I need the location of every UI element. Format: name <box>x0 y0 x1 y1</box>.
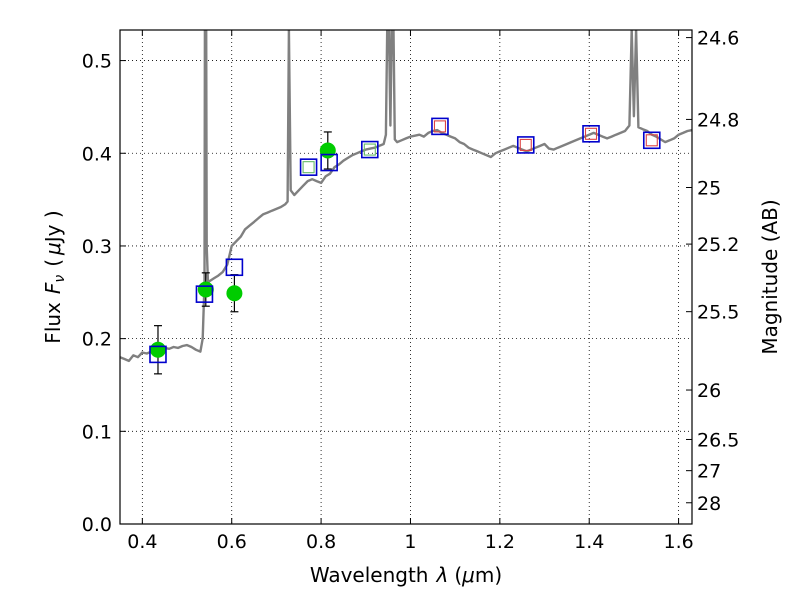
model-box <box>195 285 214 303</box>
y2-tick-label: 25.5 <box>697 302 739 324</box>
x-tick-label: 1.2 <box>485 531 515 553</box>
x-tick-label: 0.8 <box>306 531 336 553</box>
y-tick-label: 0.0 <box>82 514 112 536</box>
observed-point <box>197 281 214 298</box>
y-axis-label-symbol: F <box>41 282 65 294</box>
y2-tick-label: 24.6 <box>697 28 739 50</box>
model-box-inner <box>302 161 315 174</box>
model-box <box>516 136 535 154</box>
y2-axis-ticks: 24.6 24.8 25 25.2 25.5 26 26.5 27 28 <box>686 28 739 515</box>
x-axis-ticks: 0.4 0.6 0.8 1 1.2 1.4 1.6 <box>127 30 694 553</box>
y2-tick-label: 28 <box>697 493 721 515</box>
model-box <box>582 125 600 143</box>
y-axis-label-text: Flux <box>41 302 65 344</box>
y-axis-label-symbol-sub: ν <box>52 275 68 283</box>
model-box <box>320 153 338 172</box>
x-axis-label: Wavelength λ (μm) <box>310 563 502 587</box>
y2-tick-label: 27 <box>697 461 721 483</box>
x-tick-label: 0.4 <box>127 531 157 553</box>
x-tick-label: 1.6 <box>663 531 693 553</box>
model-box <box>299 158 318 176</box>
x-axis-label-unit-rest: m) <box>475 563 502 587</box>
model-photometry-boxes <box>149 117 661 364</box>
x-tick-label: 1.4 <box>574 531 604 553</box>
plot-area <box>120 30 692 375</box>
y2-tick-label: 26.5 <box>697 429 739 451</box>
x-axis-label-symbol: λ <box>435 563 448 587</box>
observed-point <box>149 341 166 358</box>
y2-tick-label: 25.2 <box>697 234 739 256</box>
y-axis-label-unit-rest: Jy ) <box>41 210 65 244</box>
y-tick-label: 0.2 <box>82 329 112 351</box>
model-box <box>642 131 661 150</box>
x-axis-label-text: Wavelength <box>310 563 429 587</box>
y-axis-label: Flux Fν ( μJy ) <box>41 210 68 343</box>
y2-tick-label: 24.8 <box>697 109 739 131</box>
y2-axis-label: Magnitude (AB) <box>758 199 782 354</box>
model-box-inner <box>363 143 376 156</box>
model-box <box>431 117 449 136</box>
x-axis-label-unit-open: ( <box>454 563 462 587</box>
model-spectrum-line <box>120 30 692 363</box>
y2-tick-label: 26 <box>697 380 721 402</box>
model-box-inner <box>645 134 658 147</box>
model-box <box>225 258 244 277</box>
y-tick-label: 0.1 <box>82 421 112 443</box>
x-tick-label: 1 <box>404 531 416 553</box>
model-box-inner <box>584 127 598 140</box>
y-axis-ticks: 0.0 0.1 0.2 0.3 0.4 0.5 <box>82 51 126 536</box>
y2-tick-label: 25 <box>697 177 721 199</box>
x-axis-label-unit-mu: μ <box>461 563 475 587</box>
y-tick-label: 0.5 <box>82 51 112 73</box>
error-bars <box>153 131 332 375</box>
model-box-inner <box>519 138 532 151</box>
model-box <box>361 140 379 159</box>
model-box <box>149 345 167 364</box>
y-tick-label: 0.4 <box>82 143 112 165</box>
observed-point <box>226 285 243 302</box>
plot-frame <box>119 29 693 525</box>
x-tick-label: 0.6 <box>217 531 247 553</box>
y-tick-label: 0.3 <box>82 236 112 258</box>
y-axis-label-unit-mu: μ <box>41 242 65 256</box>
y-axis-label-unit-open: ( <box>41 259 65 267</box>
observed-point <box>319 142 336 159</box>
model-box-inner <box>433 120 447 133</box>
